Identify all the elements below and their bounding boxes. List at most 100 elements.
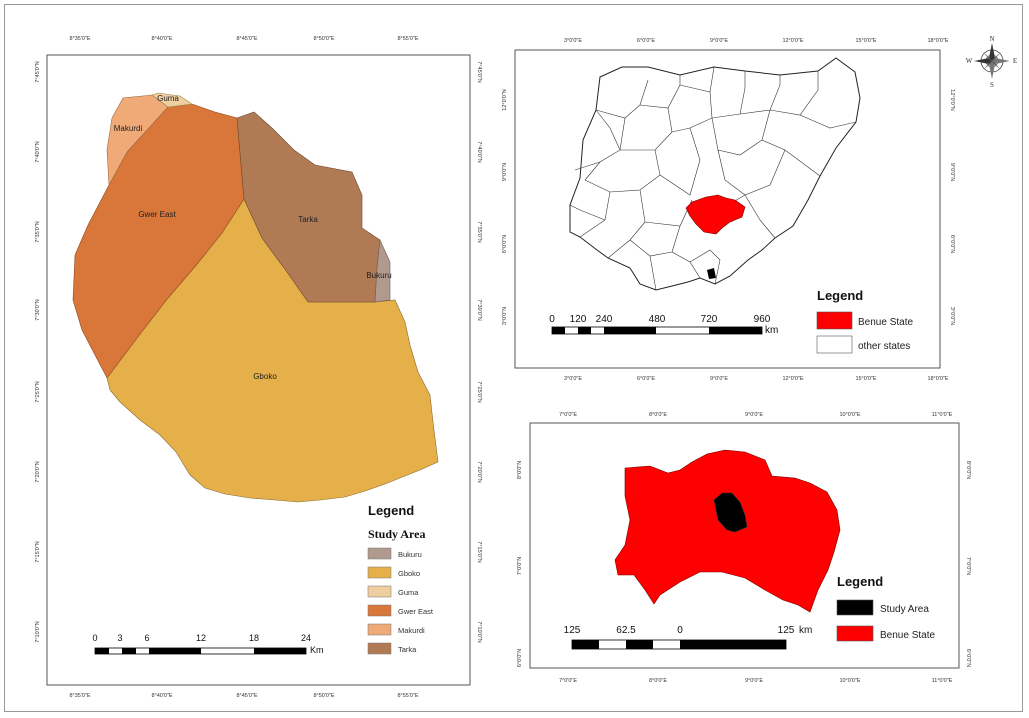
tick-left: 6°0'0"N [502, 235, 508, 253]
legend-item-bukuru: Bukuru [398, 550, 422, 559]
scale-tick-0: 0 [92, 633, 97, 643]
scale-tick-18: 18 [249, 633, 259, 643]
tick-left: 7°15'0"N [35, 541, 41, 562]
legend-item-gboko: Gboko [398, 569, 420, 578]
nigeria-scale-tick: 960 [754, 314, 771, 325]
benue-scale-tick: 125 [564, 625, 581, 636]
tick-right: 7°35'0"N [476, 221, 482, 242]
tick-left: 7°0'0"N [517, 557, 523, 575]
tick-left: 7°35'0"N [35, 221, 41, 242]
nigeria-scale-unit: km [765, 325, 778, 336]
study-area-scale-bar: 0 3 6 12 18 24 Km [92, 633, 323, 655]
tick-top: 3°0'0"E [564, 38, 582, 44]
tick-top: 9°0'0"E [745, 412, 763, 418]
tick-bottom: 8°40'0"E [151, 693, 172, 699]
tick-left: 8°0'0"N [517, 461, 523, 479]
tick-right: 7°10'0"N [476, 621, 482, 642]
tick-bottom: 9°0'0"E [745, 678, 763, 684]
tick-right: 6°0'0"N [949, 235, 955, 253]
legend-swatch-gboko [367, 566, 392, 579]
tick-bottom: 7°0'0"E [559, 678, 577, 684]
lga-bukuru[interactable] [374, 238, 391, 303]
study-area-shape[interactable] [713, 492, 748, 533]
study-area-map: Guma Makurdi Gwer East Tarka Bukuru Gbok… [35, 36, 482, 699]
tick-left: 7°20'0"N [35, 461, 41, 482]
state-boundaries [569, 66, 857, 291]
tick-left: 3°0'0"N [502, 307, 508, 325]
legend-swatch-tarka [367, 642, 392, 655]
benue-state[interactable] [685, 194, 746, 235]
lga-guma[interactable] [151, 92, 193, 108]
legend-item-benue-state: Benue State [880, 630, 935, 641]
north-label: N [989, 35, 994, 43]
benue-map: Legend Study Area Benue State 125 62.5 0… [517, 412, 971, 684]
legend-item-benue-state: Benue State [858, 317, 913, 328]
scale-tick-12: 12 [196, 633, 206, 643]
legend-item-study-area: Study Area [880, 604, 929, 615]
legend-item-tarka: Tarka [398, 645, 417, 654]
benue-scale-tick: 0 [677, 625, 683, 636]
legend-swatch-makurdi [367, 623, 392, 636]
nigeria-scale-tick: 720 [701, 314, 718, 325]
tick-top: 8°35'0"E [69, 36, 90, 42]
legend-title: Legend [368, 503, 414, 518]
label-tarka: Tarka [298, 215, 318, 224]
tick-top: 7°0'0"E [559, 412, 577, 418]
tick-top: 12°0'0"E [782, 38, 803, 44]
legend-swatch-guma [367, 585, 392, 598]
scale-tick-3: 3 [117, 633, 122, 643]
lga-makurdi[interactable] [106, 94, 169, 187]
tick-left: 7°25'0"N [35, 381, 41, 402]
tick-bottom: 11°0'0"E [932, 678, 953, 684]
label-guma: Guma [157, 94, 179, 103]
tick-bottom: 9°0'0"E [710, 376, 728, 382]
nigeria-scale-tick: 240 [596, 314, 613, 325]
tick-left: 9°0'0"N [502, 163, 508, 181]
tick-right: 7°45'0"N [476, 61, 482, 82]
legend-subtitle: Study Area [368, 527, 425, 541]
nigeria-map: Legend Benue State other states 0 120 24… [502, 38, 955, 382]
tick-right: 7°20'0"N [476, 461, 482, 482]
tick-left: 6°0'0"N [517, 649, 523, 667]
tick-right: 8°0'0"N [965, 461, 971, 479]
tick-left: 7°10'0"N [35, 621, 41, 642]
tick-right: 7°30'0"N [476, 299, 482, 320]
tick-bottom: 6°0'0"E [637, 376, 655, 382]
east-label: E [1013, 57, 1017, 65]
tick-right: 7°25'0"N [476, 381, 482, 402]
legend-item-guma: Guma [398, 588, 419, 597]
legend-swatch-bukuru [367, 547, 392, 560]
south-label: S [990, 81, 994, 89]
tick-top: 8°0'0"E [649, 412, 667, 418]
tick-top: 6°0'0"E [637, 38, 655, 44]
label-bukuru: Bukuru [366, 271, 391, 280]
tick-bottom: 3°0'0"E [564, 376, 582, 382]
benue-scale-tick: 125 [778, 625, 795, 636]
nigeria-scale-bar: 0 120 240 480 720 960 km [549, 314, 778, 336]
tick-bottom: 10°0'0"E [839, 678, 860, 684]
legend-swatch-other [816, 335, 853, 354]
nigeria-outline [569, 57, 861, 291]
tick-bottom: 12°0'0"E [782, 376, 803, 382]
legend-swatch-benue-state [836, 625, 874, 642]
benue-state-shape[interactable] [614, 449, 841, 613]
outer-frame [4, 4, 1023, 712]
legend-swatch-study-area [836, 599, 874, 616]
tick-right: 7°0'0"N [965, 557, 971, 575]
nigeria-legend-title: Legend [817, 288, 863, 303]
tick-bottom: 8°35'0"E [69, 693, 90, 699]
tick-left: 7°30'0"N [35, 299, 41, 320]
tick-right: 7°15'0"N [476, 541, 482, 562]
label-makurdi: Makurdi [114, 124, 143, 133]
benue-scale-bar: 125 62.5 0 125 km [564, 625, 812, 650]
legend-swatch-gwer-east [367, 604, 392, 617]
benue-legend: Legend Study Area Benue State [836, 574, 935, 642]
lga-tarka[interactable] [236, 111, 381, 303]
tick-right: 12°0'0"N [949, 89, 955, 110]
study-area-legend: Legend Study Area Bukuru Gboko Guma Gwer… [367, 503, 434, 655]
nigeria-scale-tick: 0 [549, 314, 555, 325]
north-arrow-icon: N S W E [966, 35, 1017, 89]
benue-scale-tick: 62.5 [616, 625, 636, 636]
tick-right: 3°0'0"N [949, 307, 955, 325]
